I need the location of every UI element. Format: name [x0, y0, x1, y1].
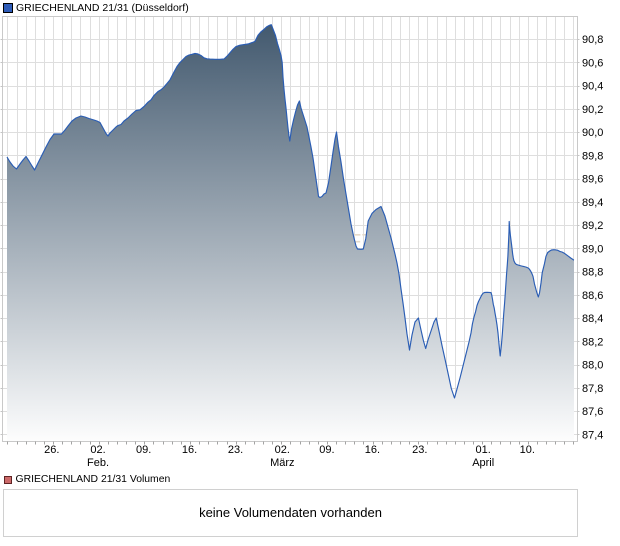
svg-text:87,6: 87,6 [582, 406, 603, 418]
svg-text:10.: 10. [520, 444, 535, 456]
svg-text:88,8: 88,8 [582, 267, 603, 279]
svg-text:89,0: 89,0 [582, 243, 603, 255]
svg-text:87,8: 87,8 [582, 383, 603, 395]
svg-text:26.: 26. [44, 444, 59, 456]
svg-text:88,6: 88,6 [582, 290, 603, 302]
svg-text:02.: 02. [90, 444, 105, 456]
svg-text:90,0: 90,0 [582, 127, 603, 139]
svg-text:89,6: 89,6 [582, 174, 603, 186]
svg-text:89,4: 89,4 [582, 197, 603, 209]
svg-text:90,2: 90,2 [582, 104, 603, 116]
svg-text:88,0: 88,0 [582, 360, 603, 372]
svg-text:02.: 02. [275, 444, 290, 456]
svg-text:23.: 23. [228, 444, 243, 456]
svg-text:90,4: 90,4 [582, 81, 603, 93]
svg-text:März: März [270, 457, 294, 469]
svg-text:90,6: 90,6 [582, 57, 603, 69]
svg-text:16.: 16. [182, 444, 197, 456]
svg-text:87,4: 87,4 [582, 429, 603, 441]
svg-text:88,2: 88,2 [582, 336, 603, 348]
svg-text:88,4: 88,4 [582, 313, 603, 325]
svg-text:09.: 09. [136, 444, 151, 456]
svg-text:01.: 01. [476, 444, 491, 456]
svg-text:89,2: 89,2 [582, 220, 603, 232]
svg-text:16.: 16. [365, 444, 380, 456]
svg-text:09.: 09. [319, 444, 334, 456]
svg-text:89,8: 89,8 [582, 150, 603, 162]
svg-text:April: April [472, 457, 494, 469]
svg-text:23.: 23. [412, 444, 427, 456]
svg-text:Feb.: Feb. [87, 457, 109, 469]
svg-text:90,8: 90,8 [582, 34, 603, 46]
